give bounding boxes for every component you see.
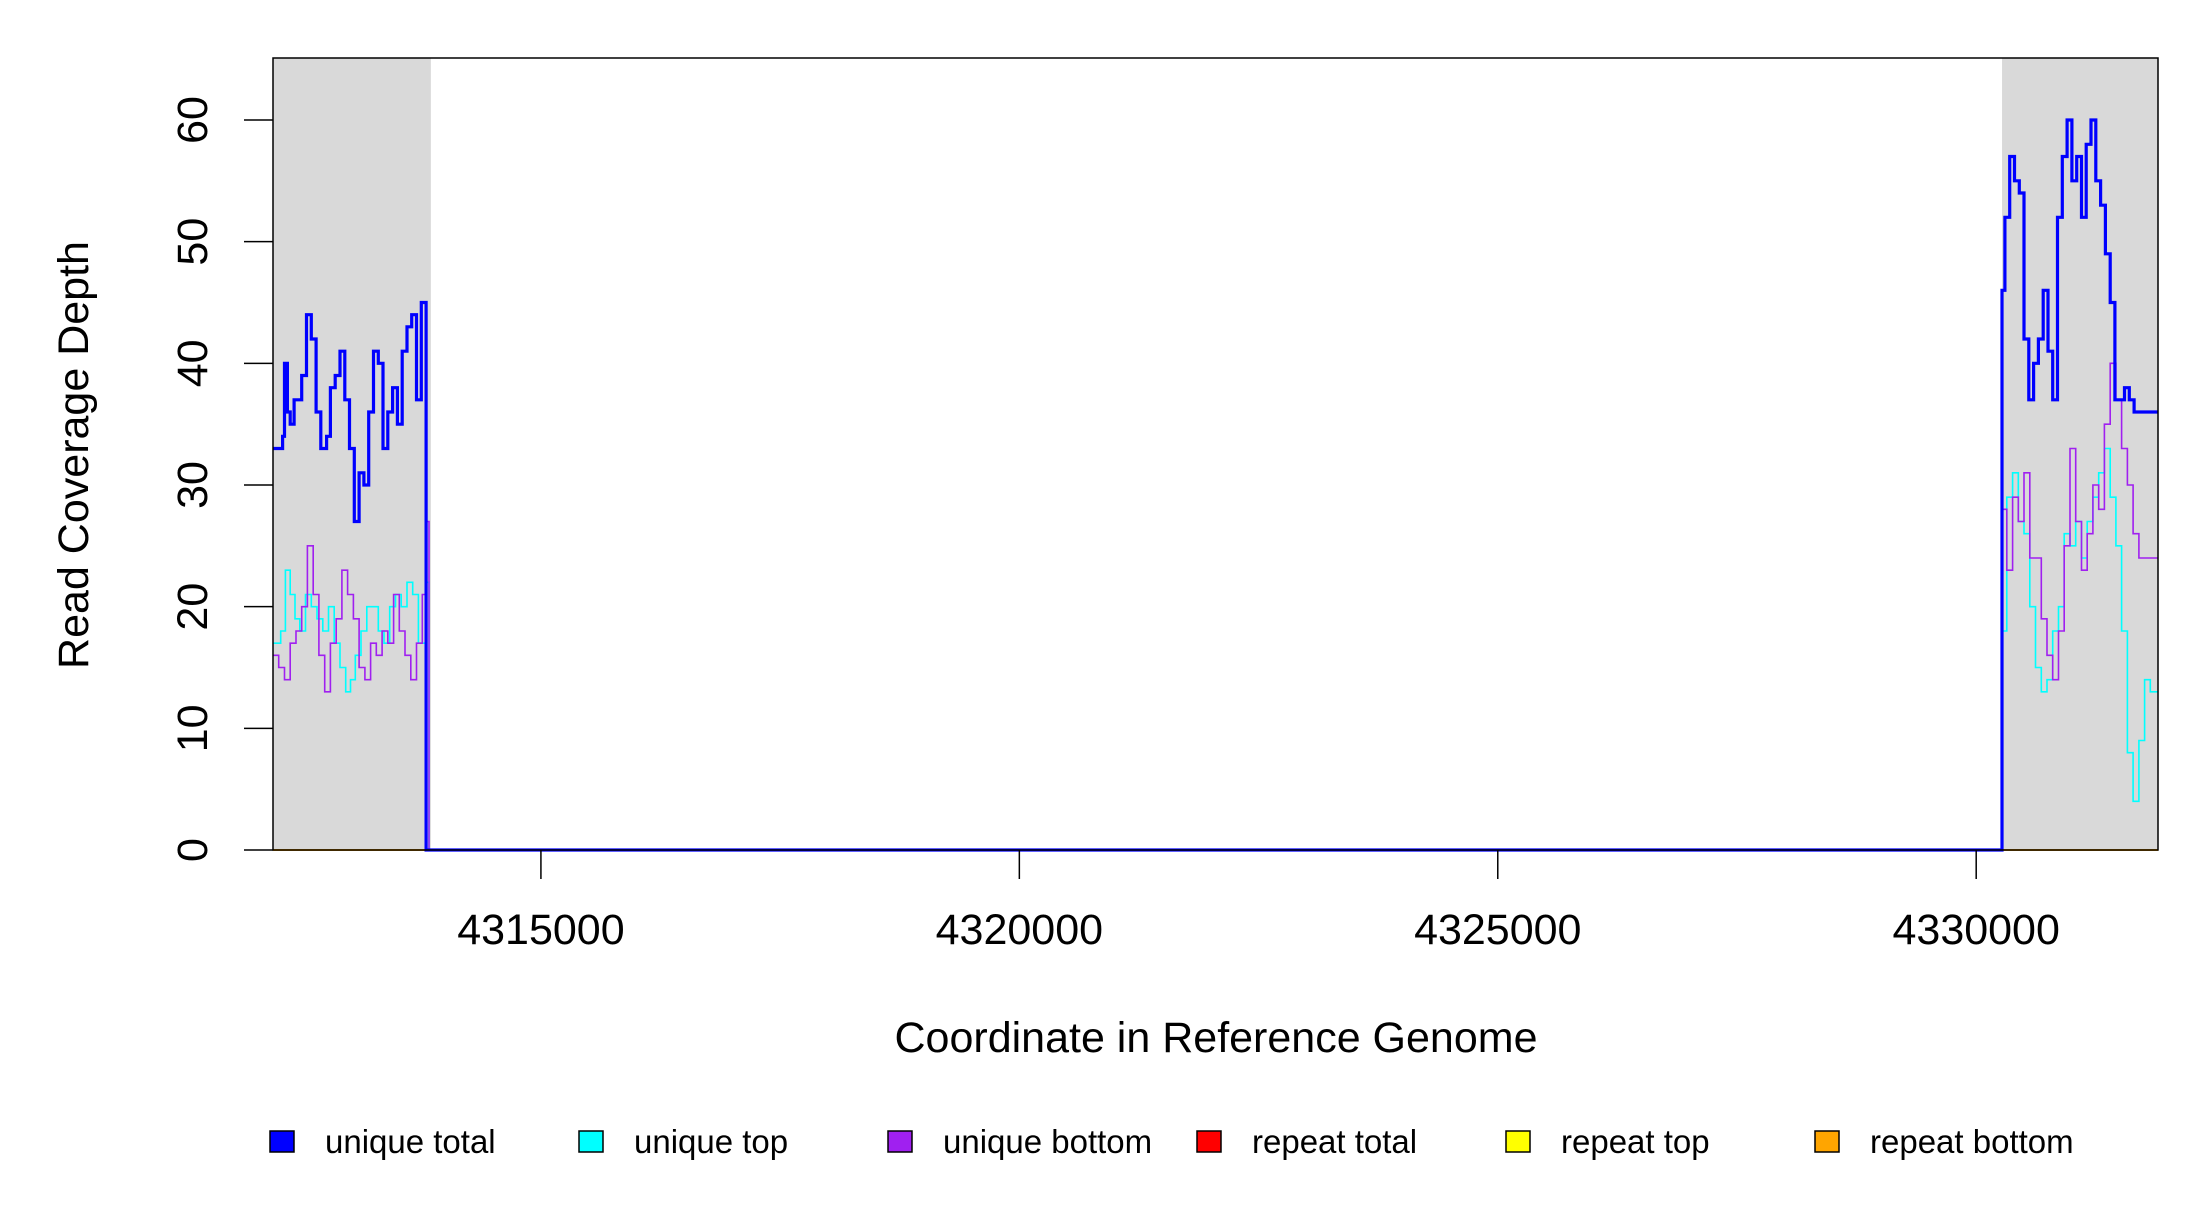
y-axis: 0 10 20 30 40 50 60 [169,96,273,862]
legend-swatch [1505,1130,1531,1153]
x-axis-title: Coordinate in Reference Genome [895,1014,1538,1062]
y-tick-label: 30 [169,461,217,509]
legend-label: unique total [325,1123,496,1160]
plot-frame [272,57,2159,851]
legend-item-repeat-total: repeat total [1196,1123,1417,1160]
legend-label: unique top [634,1123,788,1160]
legend-swatch [269,1130,295,1153]
legend-item-unique-bottom: unique bottom [887,1123,1152,1160]
shaded-regions [273,58,2158,850]
legend-label: unique bottom [943,1123,1152,1160]
legend-item-unique-total: unique total [269,1123,496,1160]
legend-item-unique-top: unique top [578,1123,788,1160]
legend-label: repeat bottom [1870,1123,2074,1160]
y-tick-label: 10 [169,704,217,752]
x-tick-label: 4320000 [936,906,1103,954]
series-line-unique-total [273,118,2158,852]
y-tick-label: 20 [169,583,217,631]
legend-swatch [1196,1130,1222,1153]
series-lines [273,118,2158,852]
legend-swatch [578,1130,604,1153]
legend-item-repeat-bottom: repeat bottom [1814,1123,2074,1160]
shaded-region-0 [273,58,431,850]
y-tick-label: 40 [169,339,217,387]
legend: unique total unique top unique bottom repea… [269,1123,2074,1160]
legend-label: repeat total [1252,1123,1417,1160]
x-tick-label: 4325000 [1414,906,1581,954]
legend-swatch [1814,1130,1840,1153]
legend-item-repeat-top: repeat top [1505,1123,1710,1160]
y-tick-label: 60 [169,96,217,144]
legend-label: repeat top [1561,1123,1710,1160]
y-tick-label: 0 [169,838,217,862]
series-line-unique-bottom [273,362,2158,851]
legend-swatch [887,1130,913,1153]
x-tick-label: 4330000 [1892,906,2059,954]
y-tick-label: 50 [169,218,217,266]
y-axis-title: Read Coverage Depth [50,241,98,669]
series-line-unique-top [273,447,2158,851]
x-axis: 4315000 4320000 4325000 4330000 [457,850,2060,954]
x-tick-label: 4315000 [457,906,624,954]
